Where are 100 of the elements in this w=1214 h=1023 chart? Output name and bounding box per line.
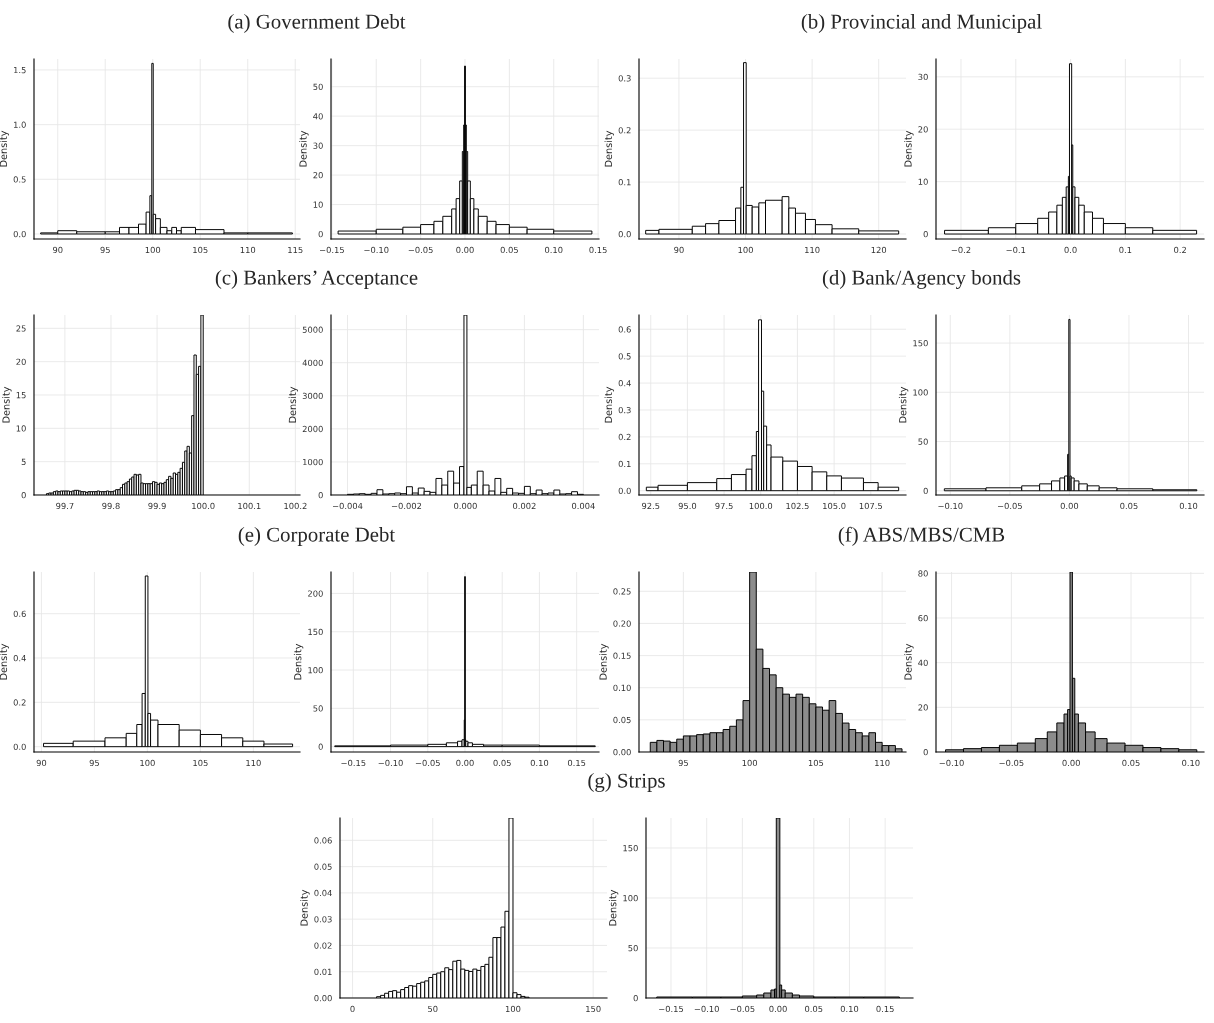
y-tick-label: 0.10	[613, 684, 631, 691]
x-tick-label: 0.15	[876, 1005, 894, 1013]
y-axis-title: Density	[288, 386, 298, 423]
x-tick-label: 95	[89, 759, 99, 767]
x-tick-label: −0.1	[1006, 246, 1026, 254]
x-tick-label: −0.05	[997, 502, 1022, 510]
x-tick-label: 105	[193, 246, 208, 254]
x-tick-label: 0.10	[1182, 759, 1200, 767]
y-tick-label: 150	[308, 628, 323, 636]
x-tick-label: 0.05	[1120, 502, 1138, 510]
x-tick-label: 0.05	[500, 246, 518, 254]
x-tick-label: 115	[288, 246, 303, 254]
x-tick-label: 90	[52, 246, 63, 254]
y-axis-title: Density	[604, 386, 614, 423]
chart-title: (d) Bank/Agency bonds	[822, 269, 1021, 289]
y-tick-label: 0	[318, 743, 323, 750]
y-tick-label: 0.20	[613, 620, 631, 627]
x-tick-label: 0.05	[493, 759, 511, 767]
y-tick-label: 0.0	[13, 230, 26, 238]
y-tick-label: 5000	[302, 326, 323, 333]
x-tick-label: 100.0	[749, 502, 773, 510]
y-tick-label: 100	[913, 389, 928, 396]
y-tick-label: 5	[21, 458, 26, 465]
x-tick-label: 90	[674, 246, 684, 254]
y-tick-label: 2000	[302, 425, 323, 433]
y-tick-label: 50	[313, 83, 323, 90]
y-axis-title: Density	[904, 643, 914, 680]
y-tick-label: 10	[918, 178, 928, 185]
x-tick-label: −0.15	[341, 759, 366, 767]
x-tick-label: −0.15	[320, 246, 344, 254]
y-tick-label: 0.0	[618, 487, 631, 494]
y-tick-label: 0.01	[314, 968, 332, 976]
y-tick-label: 0	[21, 491, 26, 499]
x-tick-label: 0.002	[513, 502, 536, 510]
y-tick-label: 60	[918, 614, 928, 622]
y-tick-label: 150	[913, 340, 928, 347]
chart-title: (e) Corporate Debt	[238, 526, 396, 546]
x-tick-label: 0	[350, 1005, 355, 1013]
x-tick-label: −0.10	[694, 1005, 719, 1013]
y-tick-label: 20	[918, 126, 928, 133]
x-tick-label: −0.05	[408, 246, 433, 254]
x-tick-label: 107.5	[859, 502, 882, 510]
x-tick-label: 0.00	[456, 759, 474, 767]
x-tick-label: 100	[140, 759, 155, 767]
y-tick-label: 0	[633, 994, 638, 1002]
x-tick-label: −0.004	[332, 502, 363, 510]
y-axis-title: Density	[0, 643, 9, 680]
x-tick-label: 92.5	[641, 502, 660, 510]
x-tick-label: 97.5	[715, 502, 733, 510]
y-tick-label: 0.25	[613, 588, 631, 595]
y-tick-label: 0.00	[613, 748, 631, 756]
x-tick-label: 150	[586, 1005, 601, 1013]
x-tick-label: 50	[428, 1005, 438, 1013]
x-tick-label: 0.000	[454, 502, 477, 510]
x-tick-label: 99.8	[102, 502, 120, 510]
y-axis-title: Density	[300, 889, 310, 926]
x-tick-label: 0.10	[840, 1005, 859, 1013]
y-axis-title: Density	[2, 386, 12, 423]
chart-title: (g) Strips	[588, 772, 665, 792]
x-tick-label: 105	[808, 759, 824, 767]
y-tick-label: 0.2	[618, 433, 631, 441]
y-tick-label: 0.4	[618, 380, 631, 387]
x-tick-label: 99.9	[148, 502, 166, 510]
y-tick-label: 200	[308, 590, 323, 597]
x-tick-label: 0.00	[1060, 502, 1079, 510]
x-tick-label: 0.15	[589, 246, 607, 254]
y-tick-label: 0.2	[618, 127, 631, 134]
y-tick-label: 0.05	[314, 863, 332, 870]
x-tick-label: 0.10	[1179, 502, 1198, 510]
x-tick-label: 120	[871, 246, 887, 254]
x-tick-label: 99.7	[56, 502, 74, 510]
y-tick-label: 0.03	[314, 916, 332, 923]
y-axis-title: Density	[608, 889, 619, 926]
y-tick-label: 0.3	[618, 75, 631, 82]
x-tick-label: 0.00	[1062, 759, 1080, 767]
y-tick-label: 0.0	[13, 743, 26, 750]
y-axis-title: Density	[898, 386, 909, 423]
x-tick-label: 0.1	[1119, 246, 1132, 254]
x-tick-label: 100	[742, 759, 758, 767]
y-tick-label: 0.04	[314, 889, 332, 897]
x-tick-label: 100.0	[192, 502, 215, 510]
x-tick-label: −0.10	[378, 759, 403, 767]
y-axis-title: Density	[604, 130, 614, 167]
y-tick-label: 0.15	[613, 652, 631, 659]
x-tick-label: 0.15	[567, 759, 586, 767]
x-tick-label: 0.10	[545, 246, 563, 254]
x-tick-label: 110	[805, 246, 820, 254]
chart-title: (c) Bankers’ Acceptance	[215, 269, 418, 289]
y-axis-title: Density	[299, 130, 309, 167]
x-tick-label: 105	[193, 759, 208, 767]
y-tick-label: 40	[313, 113, 323, 120]
y-tick-label: 0.2	[13, 699, 26, 706]
chart-title: (f) ABS/MBS/CMB	[838, 526, 1005, 546]
x-tick-label: 90	[36, 759, 47, 767]
y-tick-label: 3000	[302, 392, 323, 400]
chart-title: (b) Provincial and Municipal	[801, 13, 1042, 33]
y-tick-label: 0.06	[314, 837, 332, 844]
y-tick-label: 30	[918, 73, 928, 81]
y-tick-label: 4000	[302, 359, 323, 366]
y-tick-label: 0	[923, 748, 928, 756]
